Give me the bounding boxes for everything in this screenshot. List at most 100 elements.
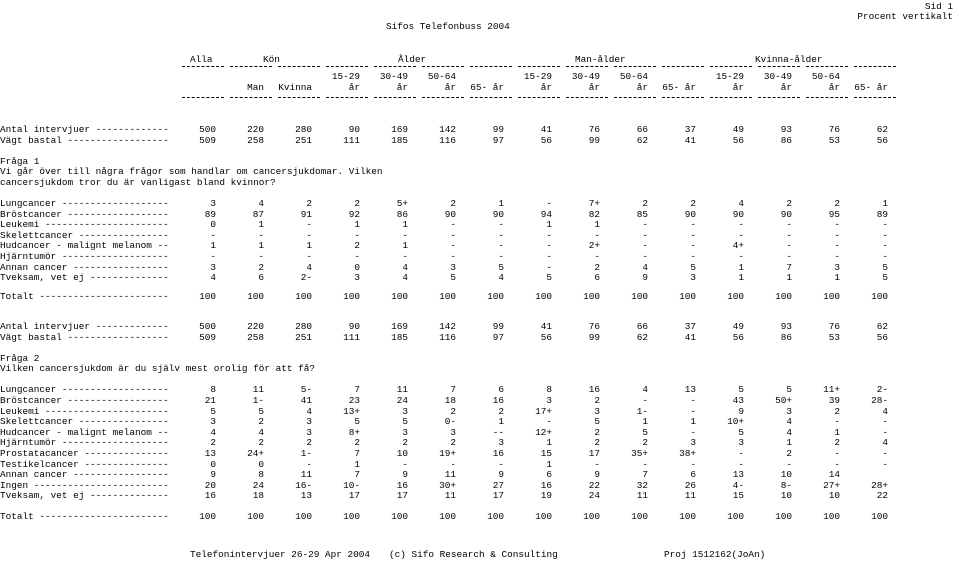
q2-row-cell: 28- (871, 395, 888, 406)
q1-row-cell: 3 (690, 272, 696, 284)
q1-row-cell: 1 (882, 198, 888, 209)
q2-vagt-bastal-cell: 97 (492, 331, 504, 343)
q1-row-cell: 6 (594, 272, 600, 284)
q2-row-cell: 3 (306, 426, 312, 438)
header-rule (230, 66, 272, 73)
q2-row-cell: 20 (204, 479, 216, 491)
q2-intervjuer-cell: 99 (492, 321, 504, 332)
q1-row-cell: - (450, 251, 456, 262)
q1-row-cell: 3 (834, 261, 840, 273)
q1-totalt-cell: 100 (631, 291, 648, 302)
header-rule (278, 97, 320, 104)
q2-vagt-bastal-cell: 86 (780, 331, 792, 343)
column-header-bottom: år (540, 82, 552, 93)
column-header-bottom: år (828, 82, 840, 93)
q1-row-cell: - (690, 229, 696, 241)
q2-row-cell: 3 (690, 437, 696, 449)
q2-vagt-bastal-cell: 509 (199, 331, 216, 343)
q2-row-cell: 16 (588, 384, 600, 396)
q2-row-cell: 1 (498, 416, 504, 428)
q2-row-cell: 3 (402, 426, 408, 438)
q2-totalt-cell: 100 (679, 511, 696, 522)
q2-row-cell: 1- (300, 448, 312, 459)
q2-intervjuer-cell: 37 (684, 321, 696, 332)
q1-row-cell: - (498, 251, 504, 262)
q2-intervjuer-cell: 76 (588, 321, 600, 332)
q1-row-cell: - (834, 229, 840, 241)
q2-row-cell: - (882, 416, 888, 428)
q2-row-cell: 22 (588, 479, 600, 491)
header-rule (806, 97, 848, 104)
q1-row-cell: 1 (738, 272, 744, 284)
q1-row-cell: - (642, 229, 648, 241)
q2-intervjuer-cell: 41 (540, 321, 552, 332)
q2-vagt-bastal-cell: 56 (540, 331, 552, 343)
q1-row-cell: 1 (210, 240, 216, 252)
q2-row-cell: 5 (258, 405, 264, 417)
q2-row-cell: 4- (732, 479, 744, 491)
header-rule (710, 97, 752, 104)
q2-row-cell: 21 (204, 395, 216, 406)
q2-row-cell: 16 (492, 448, 504, 459)
q2-row-label: Leukemi ---------------------- (0, 405, 169, 417)
column-header-bottom: år (636, 82, 648, 93)
column-header-bottom: 65- år (662, 82, 696, 93)
column-header-top: 15-29 (523, 71, 552, 82)
q2-row-cell: 2 (258, 437, 264, 449)
q1-row-cell: 6 (258, 272, 264, 284)
q1-row-cell: 2+ (588, 240, 600, 252)
q1-row-cell: - (546, 251, 552, 262)
q1-row-cell: 2 (306, 198, 312, 209)
q1-row-cell: - (882, 229, 888, 241)
q2-row-cell: 38+ (679, 448, 696, 459)
q2-row-cell: - (738, 458, 744, 470)
column-header-top: 30-49 (571, 71, 600, 82)
q2-vagt-bastal-cell: 56 (876, 331, 888, 343)
q1-row-cell: 82 (588, 208, 600, 220)
q1-row-cell: 90 (732, 208, 744, 220)
q1-totalt-cell: 100 (535, 291, 552, 302)
q1-row-cell: - (498, 240, 504, 252)
q2-row-cell: - (642, 395, 648, 406)
q1-row-cell: - (834, 251, 840, 262)
header-rule (758, 97, 800, 104)
q2-row-cell: 18 (444, 395, 456, 406)
column-header-top: 50-64 (427, 71, 456, 82)
q2-row-cell: 2 (834, 437, 840, 449)
q1-totalt-cell: 100 (487, 291, 504, 302)
q2-row-cell: 10 (780, 490, 792, 502)
q1-row-label: Skelettcancer ---------------- (0, 229, 169, 241)
header-rule (422, 66, 464, 73)
percent-label: Procent vertikalt (857, 11, 953, 22)
q1-row-cell: 91 (300, 208, 312, 220)
header-rule (758, 66, 800, 73)
q2-intervjuer-cell: 220 (247, 321, 264, 332)
q2-intervjuer-cell: 66 (636, 321, 648, 332)
q2-intervjuer-cell: 93 (780, 321, 792, 332)
q2-row-cell: 30+ (439, 479, 456, 491)
q1-row-cell: 0 (210, 219, 216, 231)
q2-row-cell: 1 (546, 437, 552, 449)
q1-row-cell: 2- (300, 272, 312, 284)
q2-row-cell: 10+ (727, 416, 744, 428)
q1-row-label: Leukemi ---------------------- (0, 219, 169, 231)
q2-row-cell: - (882, 458, 888, 470)
q1-row-cell: 3 (354, 272, 360, 284)
q1-row-cell: - (546, 240, 552, 252)
q1-row-cell: 92 (348, 208, 360, 220)
q1-row-cell: 2 (354, 240, 360, 252)
header-rule (518, 66, 560, 73)
q2-row-cell: - (690, 395, 696, 406)
q2-vagt-bastal-cell: 53 (828, 331, 840, 343)
q1-row-cell: 1 (402, 219, 408, 231)
q1-row-cell: 7+ (588, 198, 600, 209)
q2-row-cell: 5 (786, 384, 792, 396)
q2-row-cell: 1 (786, 437, 792, 449)
column-header-top: 15-29 (331, 71, 360, 82)
q2-row-cell: 4 (882, 405, 888, 417)
q2-row-label: Ingen ------------------------ (0, 479, 169, 491)
header-rule (470, 97, 512, 104)
header-rule (854, 66, 896, 73)
q2-row-cell: 28+ (871, 479, 888, 491)
q2-row-cell: 13 (300, 490, 312, 502)
